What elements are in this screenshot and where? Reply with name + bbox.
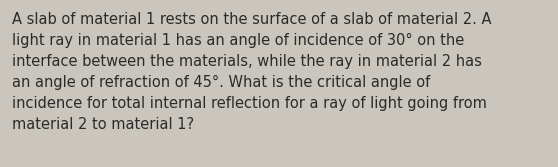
Text: A slab of material 1 rests on the surface of a slab of material 2. A
light ray i: A slab of material 1 rests on the surfac… — [12, 12, 492, 132]
